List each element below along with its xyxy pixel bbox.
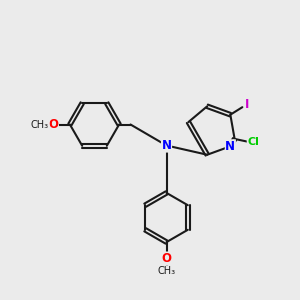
Text: N: N	[225, 140, 235, 153]
Text: CH₃: CH₃	[158, 266, 175, 276]
Text: O: O	[48, 118, 59, 131]
Text: O: O	[161, 252, 172, 265]
Text: Cl: Cl	[247, 137, 259, 147]
Text: CH₃: CH₃	[31, 119, 49, 130]
Text: I: I	[245, 98, 249, 111]
Text: N: N	[161, 139, 172, 152]
